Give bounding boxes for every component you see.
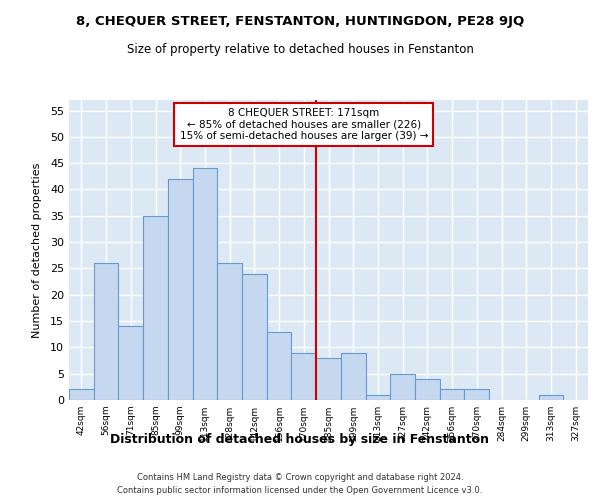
- Text: 8, CHEQUER STREET, FENSTANTON, HUNTINGDON, PE28 9JQ: 8, CHEQUER STREET, FENSTANTON, HUNTINGDO…: [76, 15, 524, 28]
- Bar: [242, 274, 267, 400]
- Bar: [94, 263, 118, 400]
- Y-axis label: Number of detached properties: Number of detached properties: [32, 162, 41, 338]
- Bar: [292, 352, 316, 400]
- Bar: [267, 332, 292, 400]
- Text: Contains public sector information licensed under the Open Government Licence v3: Contains public sector information licen…: [118, 486, 482, 495]
- Bar: [365, 394, 390, 400]
- Text: Size of property relative to detached houses in Fenstanton: Size of property relative to detached ho…: [127, 42, 473, 56]
- Text: 8 CHEQUER STREET: 171sqm
← 85% of detached houses are smaller (226)
15% of semi-: 8 CHEQUER STREET: 171sqm ← 85% of detach…: [179, 108, 428, 141]
- Text: Contains HM Land Registry data © Crown copyright and database right 2024.: Contains HM Land Registry data © Crown c…: [137, 472, 463, 482]
- Bar: [217, 263, 242, 400]
- Bar: [168, 179, 193, 400]
- Bar: [143, 216, 168, 400]
- Bar: [539, 394, 563, 400]
- Bar: [440, 390, 464, 400]
- Text: Distribution of detached houses by size in Fenstanton: Distribution of detached houses by size …: [110, 432, 490, 446]
- Bar: [390, 374, 415, 400]
- Bar: [316, 358, 341, 400]
- Bar: [341, 352, 365, 400]
- Bar: [193, 168, 217, 400]
- Bar: [69, 390, 94, 400]
- Bar: [118, 326, 143, 400]
- Bar: [415, 379, 440, 400]
- Bar: [464, 390, 489, 400]
